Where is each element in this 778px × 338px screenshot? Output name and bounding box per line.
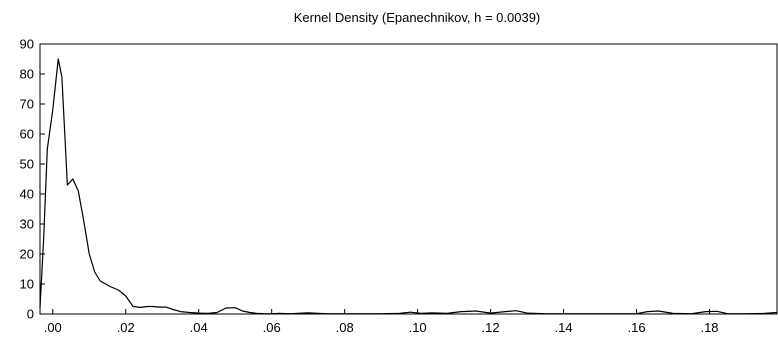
y-tick-label: 80 (20, 67, 34, 82)
x-tick-label: .18 (700, 320, 718, 335)
x-tick-label: .12 (482, 320, 500, 335)
plot-frame (39, 43, 778, 315)
y-tick-label: 70 (20, 97, 34, 112)
x-tick-label: .16 (627, 320, 645, 335)
y-axis: 0 10 20 30 40 50 60 70 80 90 (20, 37, 45, 322)
y-tick-label: 60 (20, 127, 34, 142)
y-tick-label: 90 (20, 37, 34, 52)
y-tick-label: 30 (20, 217, 34, 232)
y-tick-label: 40 (20, 187, 34, 202)
chart-title: Kernel Density (Epanechnikov, h = 0.0039… (294, 10, 541, 25)
x-tick-label: .10 (409, 320, 427, 335)
x-tick-label: .02 (117, 320, 135, 335)
density-line (39, 58, 778, 315)
y-tick-label: 20 (20, 247, 34, 262)
x-axis: .00 .02 .04 .06 .08 .10 .12 .14 .16 .18 (44, 309, 719, 335)
x-tick-label: .08 (336, 320, 354, 335)
y-tick-label: 10 (20, 277, 34, 292)
y-tick-label: 50 (20, 157, 34, 172)
x-tick-label: .06 (263, 320, 281, 335)
x-tick-label: .14 (555, 320, 573, 335)
x-tick-label: .04 (190, 320, 208, 335)
y-tick-label: 0 (27, 307, 34, 322)
x-tick-label: .00 (44, 320, 62, 335)
